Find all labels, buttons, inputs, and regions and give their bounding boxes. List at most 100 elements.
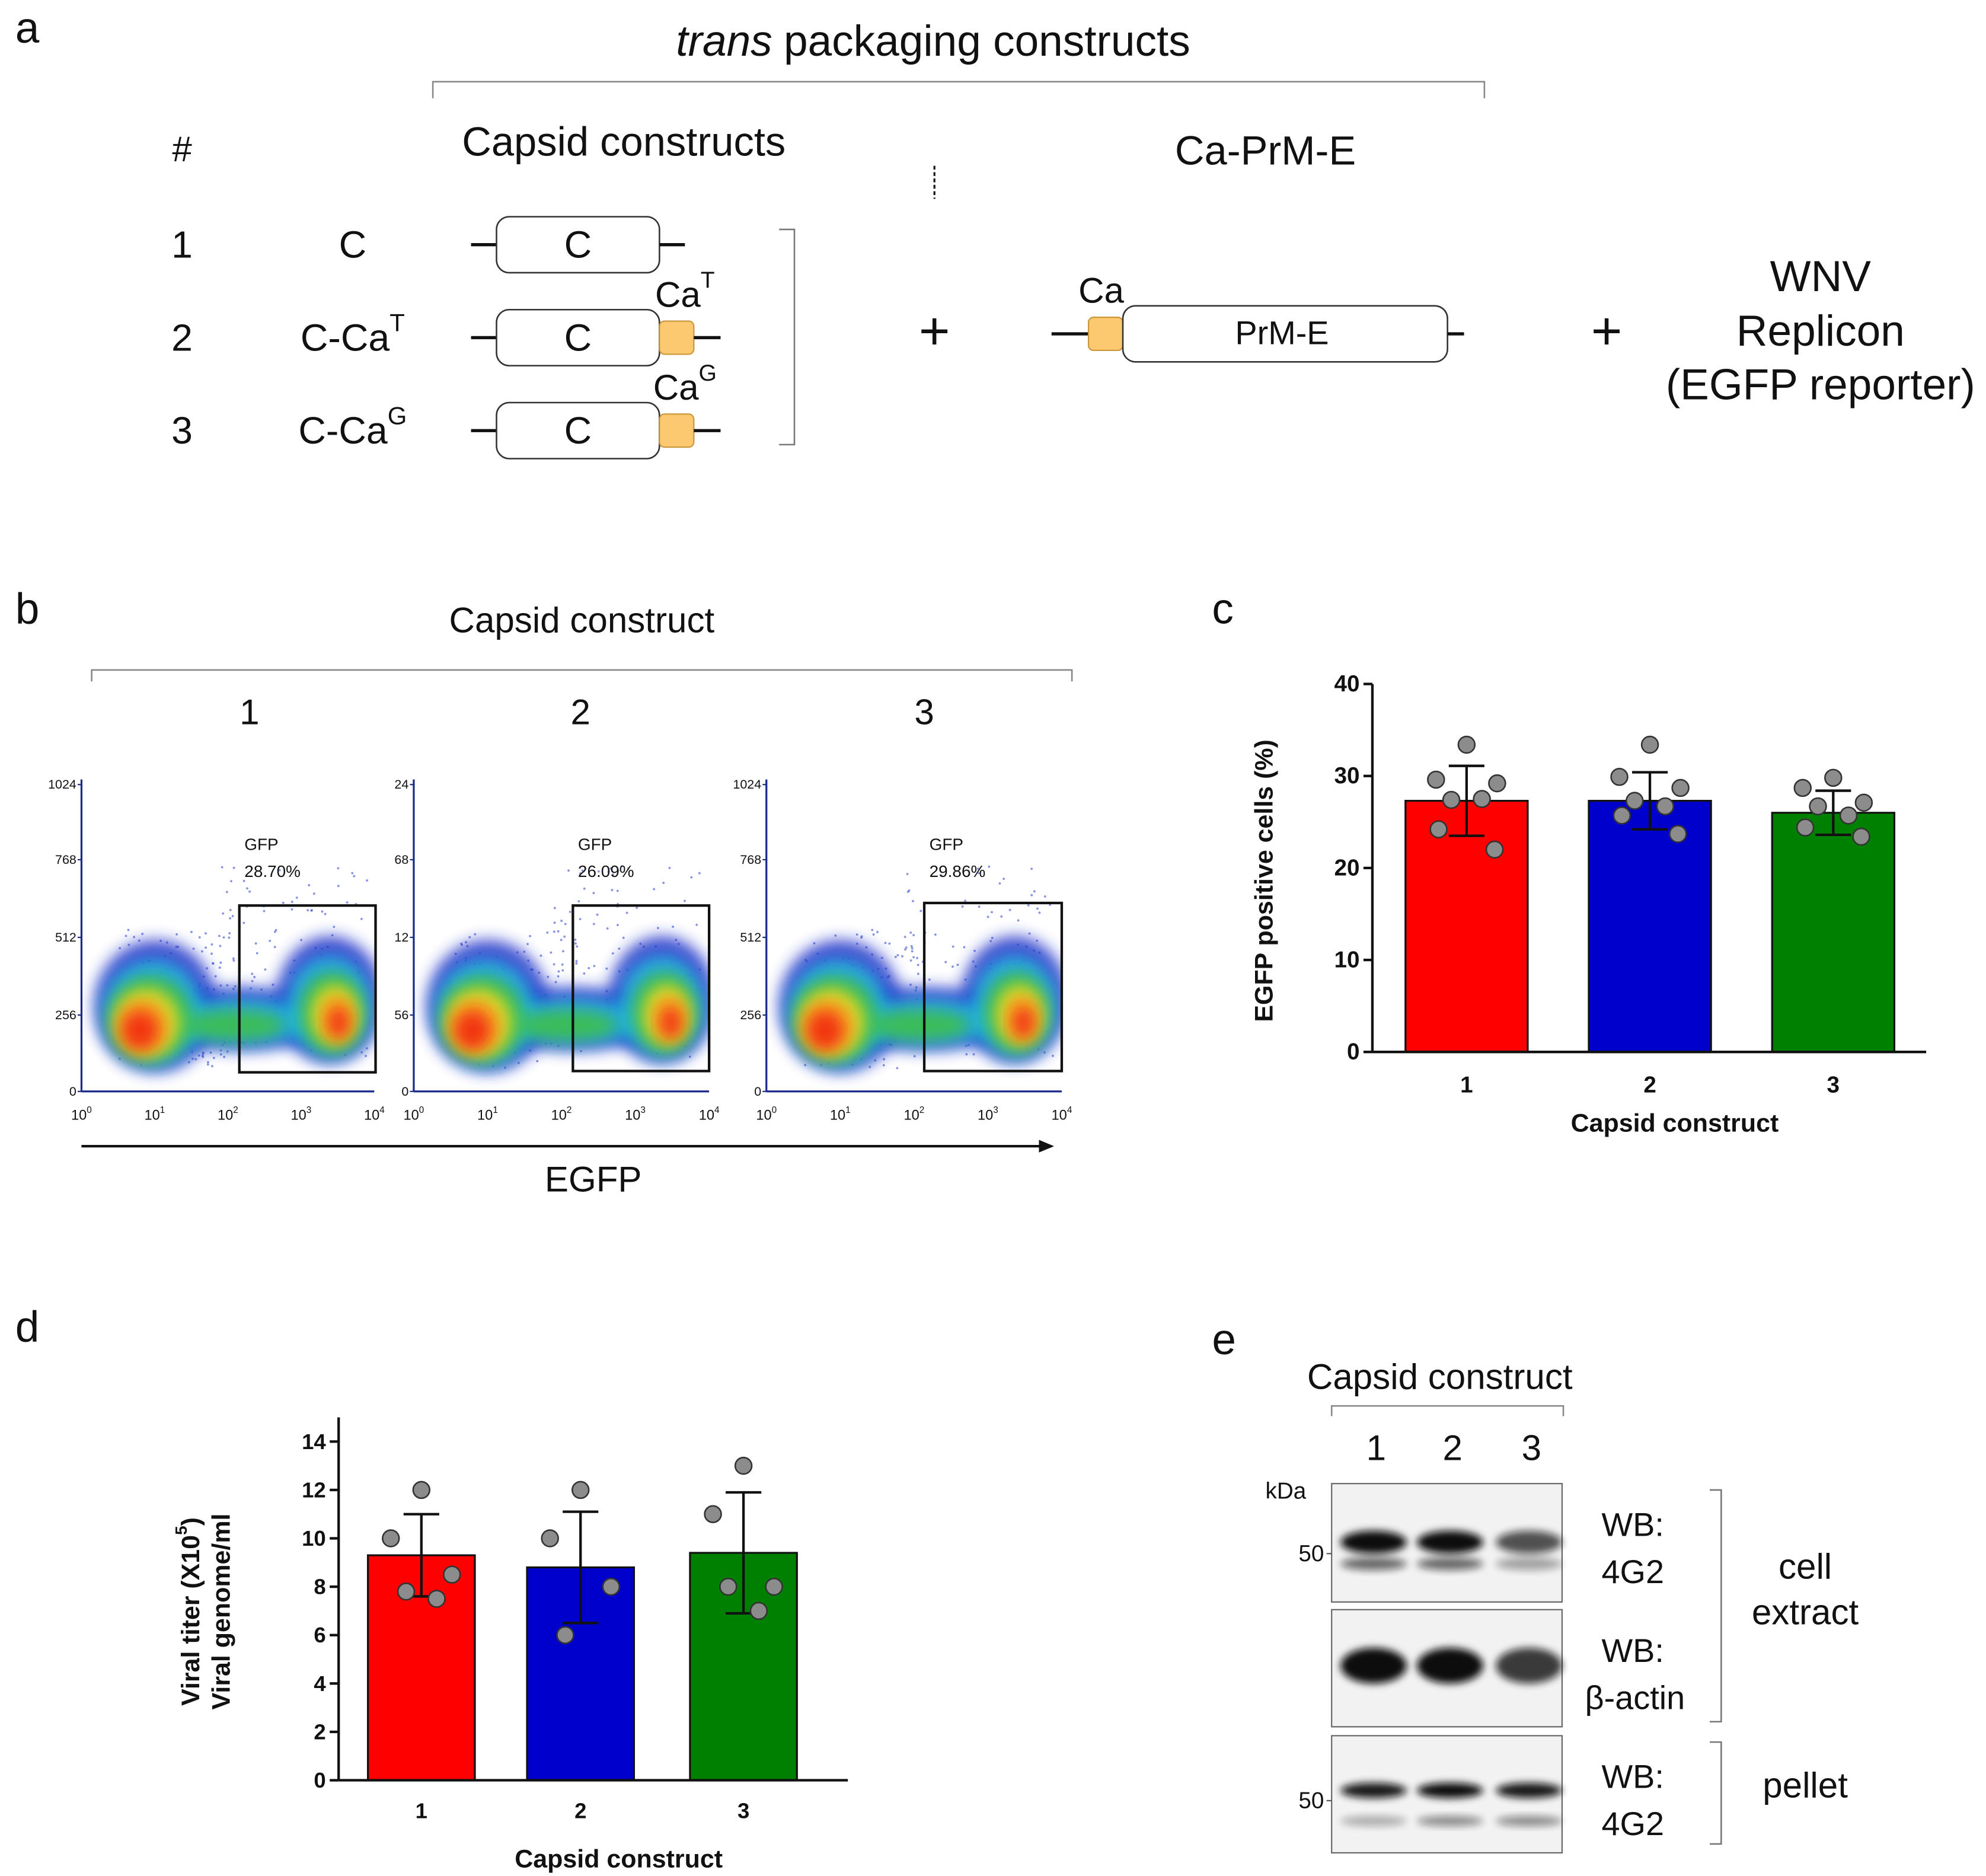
- y-axis-label: Viral genome/ml: [207, 1514, 236, 1710]
- x-tick-label-part: 10: [830, 1108, 845, 1124]
- event-dot: [175, 933, 178, 936]
- event-dot: [273, 946, 276, 949]
- event-dot: [219, 1053, 222, 1056]
- event-dot: [876, 931, 879, 933]
- blot-band: [1340, 1530, 1407, 1554]
- event-dot: [952, 965, 954, 968]
- y-axis-label: EGFP positive cells (%): [1250, 739, 1278, 1022]
- event-dot: [581, 869, 584, 872]
- event-dot: [256, 952, 258, 955]
- event-dot: [230, 880, 232, 883]
- data-point: [1626, 792, 1644, 810]
- event-dot: [308, 884, 311, 886]
- blot-band: [1340, 1816, 1407, 1826]
- event-dot: [221, 866, 223, 869]
- event-dot: [577, 900, 580, 902]
- y-tick-label: 8: [314, 1575, 325, 1599]
- y-tick-label: 56: [394, 1008, 408, 1022]
- y-tick-label: 68: [394, 853, 408, 867]
- event-dot: [882, 1064, 885, 1067]
- wb-label: WB:: [1601, 1505, 1663, 1543]
- x-tick-label-part: 0: [87, 1105, 92, 1115]
- event-dot: [569, 910, 571, 913]
- event-dot: [978, 872, 981, 875]
- event-dot: [207, 1061, 209, 1064]
- data-point: [1852, 827, 1870, 846]
- event-dot: [563, 935, 566, 938]
- x-tick-label: 103: [290, 1105, 311, 1124]
- title-rest: packaging constructs: [784, 17, 1190, 65]
- event-dot: [617, 869, 620, 872]
- data-point: [749, 1601, 768, 1620]
- replicon-label: (EGFP reporter): [1666, 360, 1975, 409]
- event-dot: [596, 913, 599, 916]
- event-dot: [653, 888, 656, 891]
- lane-number: 1: [1366, 1428, 1386, 1468]
- event-dot: [813, 942, 816, 945]
- bar: [1771, 812, 1895, 1053]
- event-dot: [300, 939, 303, 942]
- event-dot: [607, 870, 610, 873]
- event-dot: [1036, 907, 1039, 910]
- x-tick-label-part: 10: [71, 1108, 87, 1124]
- event-dot: [290, 901, 293, 903]
- y-tick-label: 0: [754, 1084, 761, 1099]
- event-dot: [553, 930, 555, 933]
- event-dot: [688, 1055, 691, 1058]
- event-dot: [583, 972, 586, 975]
- row-name-part: C: [339, 224, 367, 266]
- capsid-box-label: C: [564, 224, 592, 266]
- event-dot: [627, 867, 630, 870]
- event-dot: [611, 889, 614, 892]
- event-dot: [916, 956, 918, 959]
- x-tick-label: 2: [574, 1799, 586, 1823]
- event-dot: [906, 873, 909, 875]
- event-dot: [909, 931, 912, 934]
- ca-tag-part: Ca: [653, 368, 699, 407]
- x-tick-label-part: 1: [160, 1105, 165, 1115]
- event-dot: [567, 869, 570, 872]
- data-point: [1669, 825, 1687, 843]
- plot-number: 2: [571, 692, 590, 732]
- event-dot: [321, 910, 324, 913]
- event-dot: [337, 867, 340, 870]
- capsid-box-label: C: [564, 316, 592, 359]
- y-axis-label-part: ): [177, 1517, 205, 1526]
- event-dot: [273, 930, 276, 933]
- event-dot: [554, 981, 557, 984]
- event-dot: [346, 901, 349, 904]
- ca-tag-part: T: [701, 267, 715, 293]
- event-dot: [553, 963, 555, 966]
- gate: [922, 901, 1064, 1073]
- event-dot: [609, 867, 612, 870]
- y-tick-label: 0: [1347, 1039, 1360, 1065]
- event-dot: [360, 1051, 363, 1054]
- x-axis-label: Capsid construct: [1571, 1109, 1779, 1137]
- x-tick-label: 3: [737, 1799, 749, 1823]
- event-dot: [523, 950, 526, 953]
- event-dot: [248, 890, 251, 893]
- event-dot: [460, 942, 463, 945]
- event-dot: [263, 910, 266, 913]
- y-tick-label: 40: [1334, 671, 1359, 697]
- row-name: C: [339, 224, 367, 266]
- x-tick-label-part: 10: [477, 1108, 493, 1124]
- data-point: [1671, 779, 1690, 797]
- x-tick-label: 100: [756, 1105, 777, 1124]
- bracket: [432, 81, 1486, 98]
- data-point: [1854, 793, 1873, 812]
- event-dot: [282, 901, 285, 904]
- error-bar: [1632, 771, 1668, 831]
- y-tick-label: 2: [314, 1719, 325, 1744]
- data-point: [1442, 790, 1461, 809]
- blot-band: [1340, 1648, 1407, 1684]
- event-dot: [912, 956, 915, 959]
- panel-letter: d: [15, 1303, 40, 1351]
- density-plot: [426, 865, 710, 1073]
- event-dot: [616, 924, 619, 926]
- wb-label: β-actin: [1585, 1679, 1685, 1716]
- x-tick-label: 101: [477, 1105, 498, 1124]
- panel-letter: c: [1212, 585, 1233, 633]
- event-dot: [910, 945, 913, 947]
